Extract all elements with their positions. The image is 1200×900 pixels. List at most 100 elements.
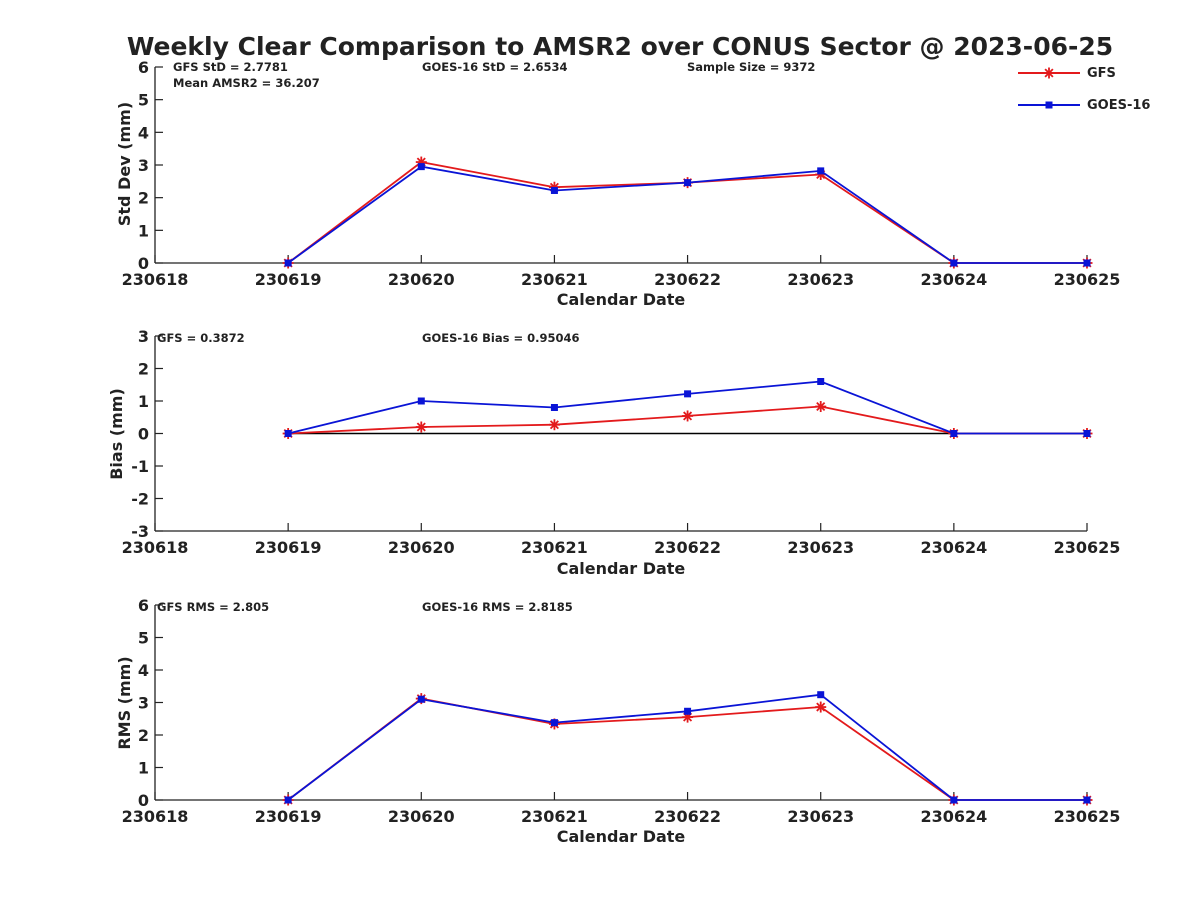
bias-x-tick-label: 230622	[654, 538, 721, 557]
rms-x-tick-label: 230625	[1054, 807, 1121, 826]
bias-x-tick-label: 230623	[787, 538, 854, 557]
rms-y-tick-label: 3	[138, 694, 149, 713]
bias-goes-16-point	[1083, 430, 1091, 437]
bias-gfs-point	[815, 401, 827, 413]
rms-y-tick-label: 6	[138, 596, 149, 615]
bias-goes-16-point	[950, 430, 958, 437]
bias-y-tick-label: -1	[131, 457, 149, 476]
std-x-tick-label: 230620	[388, 270, 455, 289]
std-x-tick-label: 230622	[654, 270, 721, 289]
bias-y-tick-label: -3	[131, 522, 149, 541]
bias-x-tick-label: 230621	[521, 538, 588, 557]
panel-std: Std Dev (mm) Calendar Date GFS StD = 2.7…	[115, 58, 1120, 309]
legend-gfs-marker-glyph	[1043, 67, 1055, 79]
rms-x-tick-label: 230623	[787, 807, 854, 826]
bias-goes-16-point	[684, 390, 692, 398]
bias-annotation-goes: GOES-16 Bias = 0.95046	[422, 331, 579, 345]
std-goes-16-point	[1083, 259, 1091, 267]
bias-gfs-point	[682, 410, 694, 422]
legend-gfs-marker	[1043, 67, 1055, 79]
std-goes-16-point	[817, 167, 825, 175]
bias-gfs-point	[548, 419, 560, 431]
std-y-tick-label: 4	[138, 123, 149, 142]
rms-goes-16-point	[950, 796, 958, 804]
rms-goes-16-point	[284, 796, 292, 804]
rms-x-tick-label: 230622	[654, 807, 721, 826]
bias-y-axis-label: Bias (mm)	[107, 388, 126, 480]
rms-y-tick-label: 1	[138, 759, 149, 778]
bias-goes-16-point	[417, 397, 425, 405]
std-goes-16-point	[950, 259, 958, 267]
rms-x-tick-label: 230618	[122, 807, 189, 826]
bias-goes-16-point	[550, 404, 558, 411]
bias-goes-16-point	[284, 430, 292, 437]
rms-annotation-gfs: GFS RMS = 2.805	[157, 600, 269, 614]
legend: GFS GOES-16	[1018, 66, 1150, 113]
bias-x-tick-label: 230618	[122, 538, 189, 557]
std-y-tick-label: 0	[138, 254, 149, 273]
bias-annotation-gfs: GFS = 0.3872	[157, 331, 245, 345]
std-x-tick-label: 230624	[920, 270, 987, 289]
bias-y-tick-label: -2	[131, 490, 149, 509]
std-y-tick-label: 1	[138, 221, 149, 240]
figure-title: Weekly Clear Comparison to AMSR2 over CO…	[127, 32, 1113, 61]
std-x-tick-label: 230618	[122, 270, 189, 289]
bias-y-tick-label: 0	[138, 425, 149, 444]
rms-x-tick-label: 230621	[521, 807, 588, 826]
rms-goes-16-point	[1083, 796, 1091, 804]
rms-x-tick-label: 230619	[255, 807, 322, 826]
std-x-tick-label: 230619	[255, 270, 322, 289]
std-annotation-sample-size: Sample Size = 9372	[687, 60, 815, 74]
bias-y-tick-label: 3	[138, 327, 149, 346]
rms-goes-16-point	[550, 719, 558, 727]
bias-gfs-point	[415, 421, 427, 433]
legend-goes-label: GOES-16	[1087, 98, 1150, 113]
bias-x-tick-label: 230625	[1054, 538, 1121, 557]
rms-y-tick-label: 0	[138, 791, 149, 810]
panel-bias: Bias (mm) Calendar Date GFS = 0.3872 GOE…	[107, 327, 1120, 578]
rms-y-tick-label: 2	[138, 726, 149, 745]
legend-goes-marker	[1045, 101, 1053, 109]
std-y-axis-label: Std Dev (mm)	[115, 102, 134, 226]
bias-y-tick-label: 2	[138, 360, 149, 379]
rms-x-axis-label: Calendar Date	[557, 827, 686, 846]
std-y-tick-label: 3	[138, 156, 149, 175]
rms-y-tick-label: 4	[138, 661, 149, 680]
bias-x-axis-label: Calendar Date	[557, 559, 686, 578]
std-plot-area: 0 1 2 3 4 5 6 230618 230619 230620 230621 230622 230…	[122, 58, 1121, 289]
rms-goes-16-point	[684, 707, 692, 715]
std-annotation-gfs: GFS StD = 2.7781	[173, 60, 288, 74]
std-x-tick-label: 230621	[521, 270, 588, 289]
legend-goes-marker-glyph	[1045, 101, 1053, 109]
rms-x-tick-label: 230620	[388, 807, 455, 826]
bias-x-tick-label: 230620	[388, 538, 455, 557]
rms-y-tick-label: 5	[138, 629, 149, 648]
std-y-tick-label: 6	[138, 58, 149, 77]
std-goes-16-point	[550, 186, 558, 194]
std-goes-16-point	[417, 163, 425, 171]
bias-y-tick-label: 1	[138, 392, 149, 411]
std-goes-16-point	[284, 259, 292, 267]
std-goes-16-point	[684, 179, 692, 187]
std-y-tick-label: 2	[138, 189, 149, 208]
rms-goes-16-point	[417, 695, 425, 703]
std-y-tick-label: 5	[138, 91, 149, 110]
bias-goes-16-point	[817, 378, 825, 385]
rms-y-axis-label: RMS (mm)	[115, 656, 134, 749]
panel-rms: RMS (mm) Calendar Date GFS RMS = 2.805 G…	[115, 596, 1120, 846]
std-x-axis-label: Calendar Date	[557, 290, 686, 309]
std-annotation-mean-amsr2: Mean AMSR2 = 36.207	[173, 76, 320, 90]
std-x-tick-label: 230625	[1054, 270, 1121, 289]
rms-gfs-point	[815, 701, 827, 713]
rms-x-tick-label: 230624	[920, 807, 987, 826]
std-x-tick-label: 230623	[787, 270, 854, 289]
rms-goes-16-point	[817, 691, 825, 699]
bias-x-tick-label: 230624	[920, 538, 987, 557]
rms-plot-area: 0 1 2 3 4 5 6 230618 230619 230620 230621 230622 230…	[122, 596, 1121, 826]
bias-plot-area: -3 -2 -1 0 1 2 3 230618 230619 230620 230621 230622…	[122, 327, 1121, 557]
bias-x-tick-label: 230619	[255, 538, 322, 557]
std-annotation-goes: GOES-16 StD = 2.6534	[422, 60, 567, 74]
rms-annotation-goes: GOES-16 RMS = 2.8185	[422, 600, 573, 614]
